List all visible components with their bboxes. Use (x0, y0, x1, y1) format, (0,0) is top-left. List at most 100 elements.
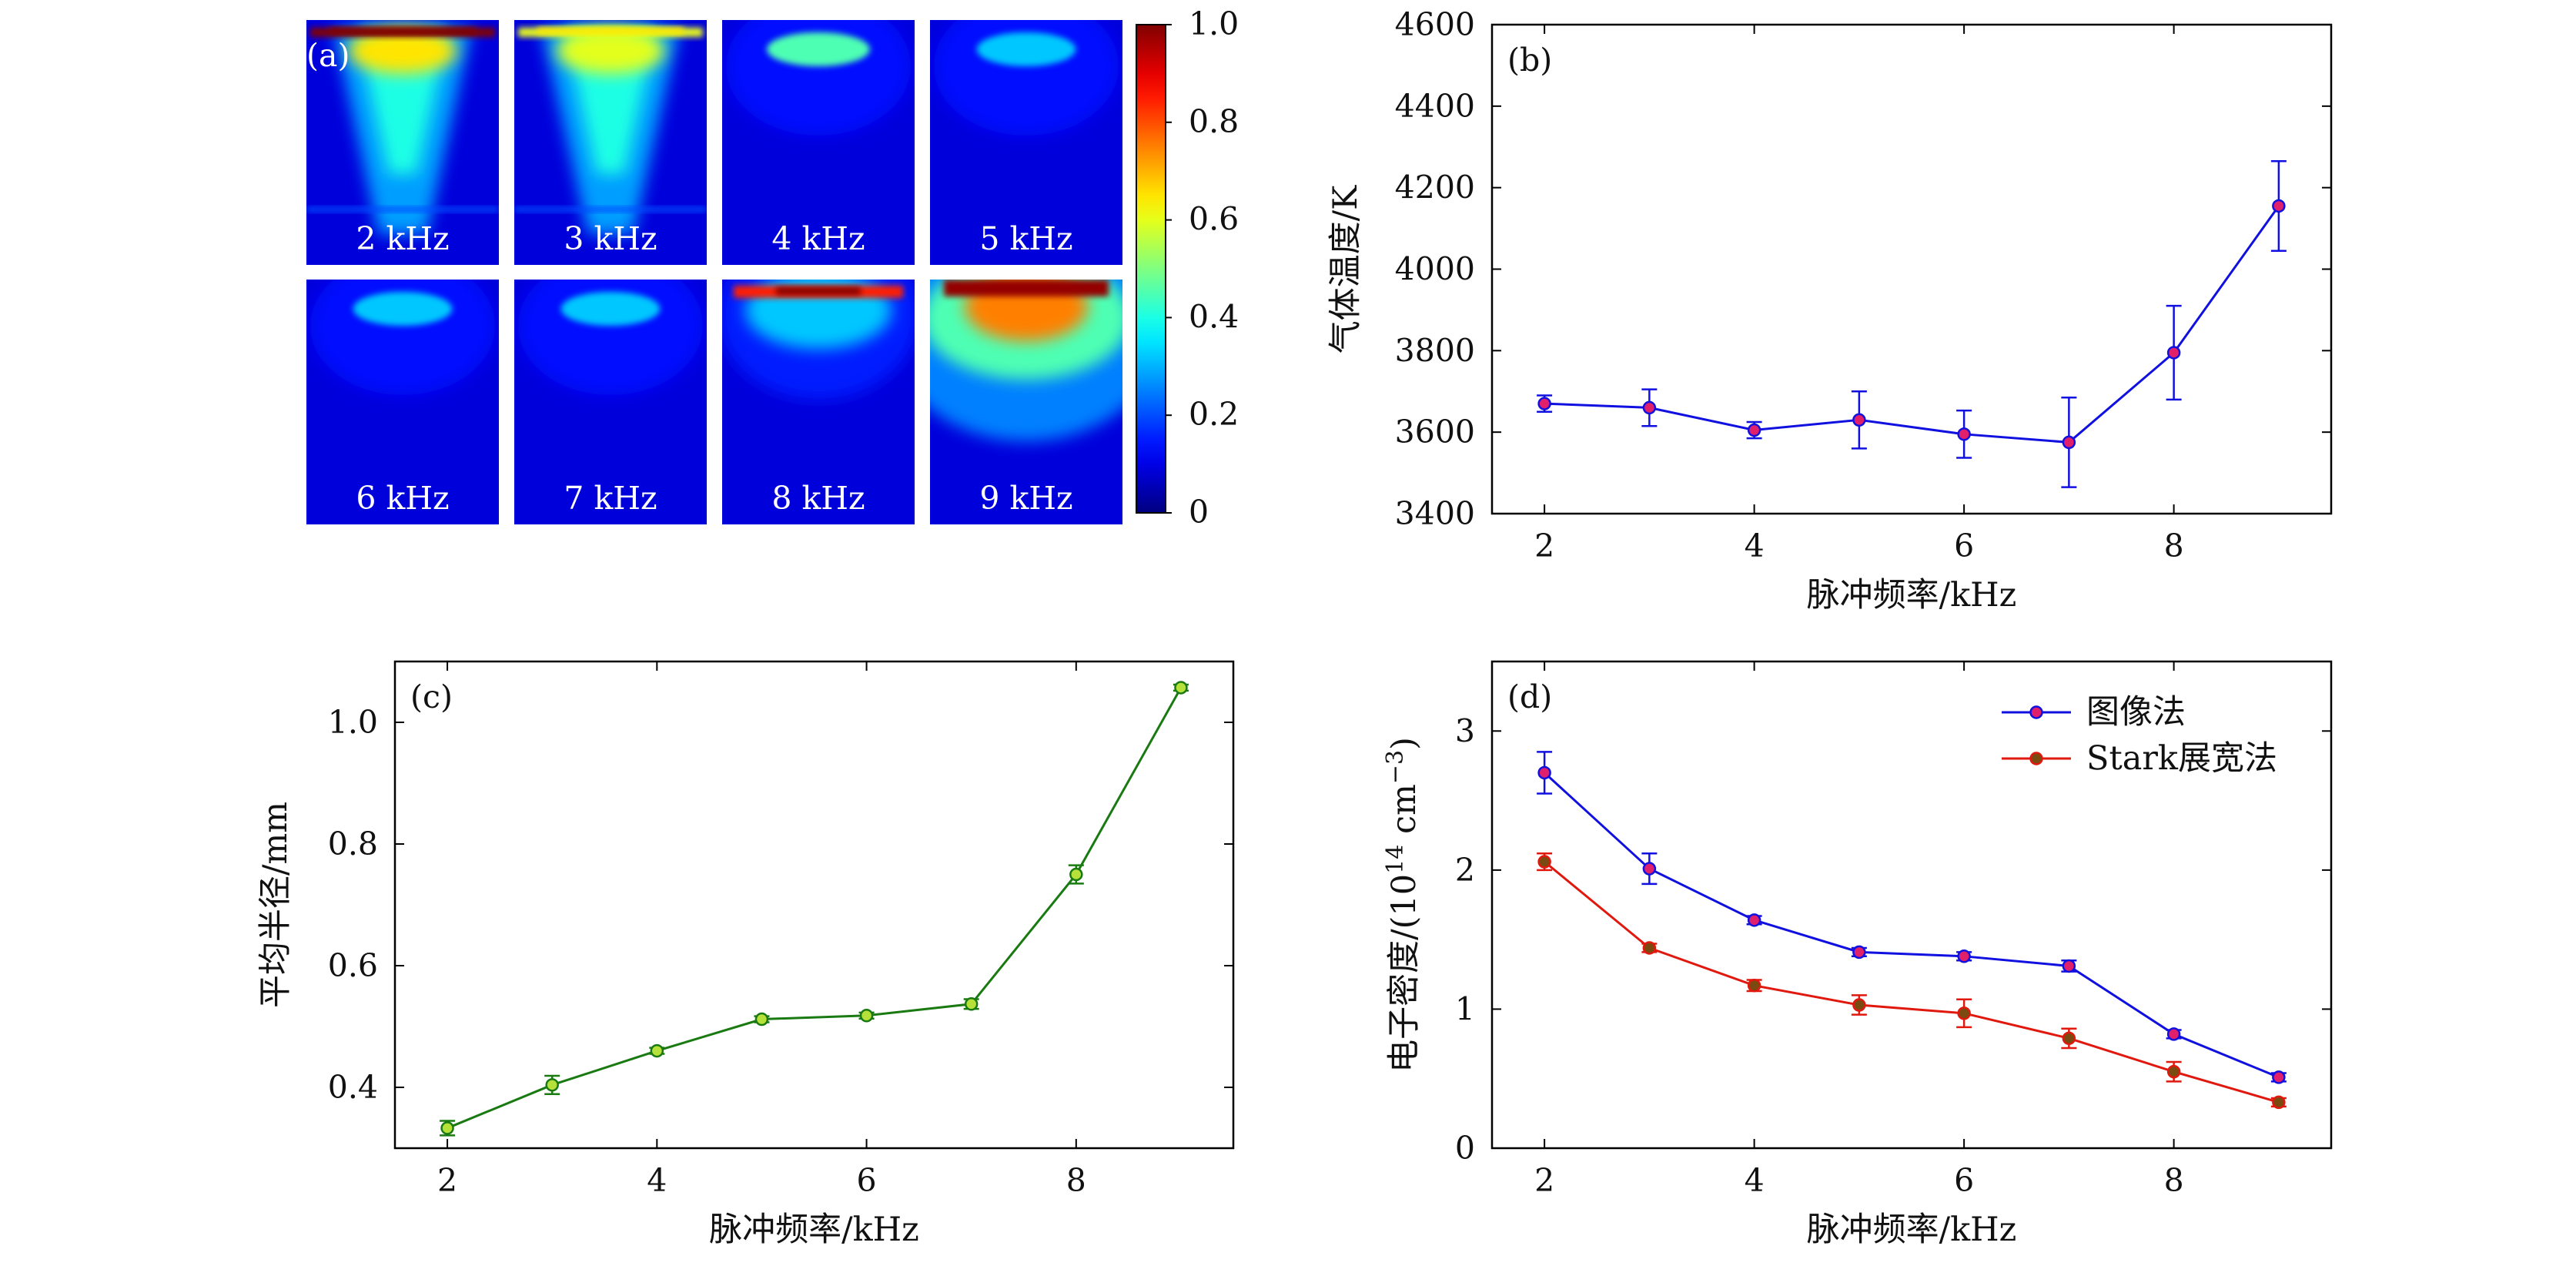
y-tick-label: 4000 (1395, 251, 1475, 288)
emission-image: 8 kHz (722, 280, 915, 524)
panel-a: 2 kHz 3 kHz 4 kHz 5 kHz 6 kHz 7 kHz 8 kHz 9 kHz… (306, 5, 1239, 531)
y-tick-label: 0.4 (328, 1069, 378, 1106)
data-point (1852, 413, 1866, 427)
x-tick-label: 2 (1534, 1162, 1554, 1199)
plot-frame (1490, 23, 2333, 515)
panel-label: (c) (410, 678, 453, 715)
data-point (1642, 862, 1657, 876)
y-axis-label-part: −3 (1382, 750, 1409, 784)
plasma-plume (745, 280, 892, 349)
y-tick-label: 0.6 (328, 947, 378, 984)
image-label: 3 kHz (564, 220, 657, 257)
panel-c-radius-chart: 2 4 6 8 0.4 0.6 0.8 1.0 脉冲频率/kHz (c) 平均半径/mm (256, 660, 1235, 1249)
colorbar-tick-label: 1.0 (1189, 5, 1239, 42)
electrode-hot (944, 280, 1109, 296)
x-tick-label: 6 (1954, 528, 1974, 564)
x-tick-label: 8 (1066, 1162, 1086, 1199)
data-point (2166, 346, 2181, 360)
data-point (1537, 765, 1551, 780)
plasma-blob (767, 32, 870, 66)
data-point (545, 1078, 559, 1092)
electrode-hot (537, 28, 684, 34)
image-label: 2 kHz (356, 220, 449, 257)
plasma-halo (726, 20, 911, 136)
panel-label: (d) (1507, 678, 1552, 715)
y-tick-label: 3600 (1395, 414, 1475, 450)
panel-label: (a) (306, 37, 350, 74)
colorbar (1136, 24, 1166, 514)
data-point (2272, 1095, 2286, 1110)
plasma-blob (976, 32, 1076, 66)
legend-entry: Stark展宽法 (2002, 739, 2277, 778)
electrode-hot (776, 287, 861, 295)
panel-label: (b) (1507, 42, 1552, 79)
y-axis-label-part: ) (1385, 737, 1423, 750)
x-tick-label: 4 (647, 1162, 667, 1199)
image-label: 7 kHz (564, 480, 657, 517)
data-point (964, 997, 979, 1011)
y-axis-label: 气体温度/K (1326, 185, 1365, 353)
colorbar-tick-label: 0 (1189, 494, 1209, 531)
data-point (2166, 1027, 2181, 1041)
data-point (2062, 435, 2076, 450)
series-line (1544, 860, 2280, 1104)
x-tick-label: 8 (2164, 1162, 2184, 1199)
emission-image: 7 kHz (514, 280, 707, 524)
x-axis-label: 脉冲频率/kHz (709, 1211, 919, 1249)
x-tick-label: 8 (2164, 528, 2184, 564)
data-point (1174, 681, 1188, 695)
x-tick-label: 2 (1534, 528, 1554, 564)
colorbar-tick-label: 0.2 (1189, 396, 1239, 433)
image-label: 5 kHz (979, 220, 1072, 257)
y-tick-label: 0 (1455, 1130, 1475, 1167)
plasma-head (349, 28, 457, 74)
y-axis-label-part: cm (1385, 784, 1423, 845)
legend-label: Stark展宽法 (2086, 739, 2277, 778)
data-point (1747, 913, 1761, 927)
data-point (2166, 1064, 2181, 1079)
x-tick-label: 4 (1745, 528, 1765, 564)
data-point (1642, 400, 1657, 415)
baseline-glow (306, 207, 499, 212)
y-tick-label: 3 (1455, 712, 1475, 749)
image-label: 4 kHz (771, 220, 865, 257)
series-line (1544, 772, 2280, 1079)
colorbar-tick-label: 0.4 (1189, 298, 1239, 335)
colorbar-tick-label: 0.8 (1189, 103, 1239, 140)
data-point (1957, 950, 1971, 963)
data-point (1642, 941, 1657, 955)
data-point (1747, 423, 1761, 437)
data-point (2272, 199, 2286, 213)
x-tick-label: 4 (1745, 1162, 1765, 1199)
legend-marker (2029, 705, 2043, 719)
plot-frame (393, 660, 1235, 1150)
plasma-halo (934, 20, 1119, 136)
y-tick-label: 1.0 (328, 704, 378, 741)
emission-image: 9 kHz (930, 280, 1122, 524)
x-axis-label: 脉冲频率/kHz (1807, 1211, 2017, 1249)
data-point (650, 1043, 664, 1058)
x-axis-label: 脉冲频率/kHz (1807, 576, 2017, 615)
plasma-blob (560, 292, 661, 326)
emission-image: 5 kHz (930, 20, 1122, 265)
emission-image: 3 kHz (514, 20, 707, 265)
image-label: 9 kHz (979, 480, 1072, 517)
data-point (754, 1012, 769, 1027)
colorbar-tick-label: 0.6 (1189, 201, 1239, 238)
plasma-head (557, 28, 664, 74)
y-tick-label: 2 (1455, 852, 1475, 889)
data-point (1537, 855, 1551, 869)
legend-entry: 图像法 (2002, 693, 2186, 732)
data-point (1537, 397, 1551, 410)
y-tick-label: 1 (1455, 990, 1475, 1027)
data-point (2062, 1031, 2076, 1046)
y-tick-label: 4600 (1395, 6, 1475, 43)
legend-label: 图像法 (2086, 693, 2186, 732)
y-axis-label: 平均半径/mm (256, 802, 295, 1008)
series-line (447, 687, 1183, 1130)
y-tick-label: 4400 (1395, 88, 1475, 125)
plot-frame (1490, 660, 2333, 1150)
data-point (2272, 1070, 2286, 1084)
panel-d-electron-density-chart: 2 4 6 8 0 1 2 3 脉冲频率/kHz (d) 电子密度/(1014 cm−3) 图像法 St… (1382, 660, 2333, 1249)
data-point (1852, 998, 1866, 1012)
